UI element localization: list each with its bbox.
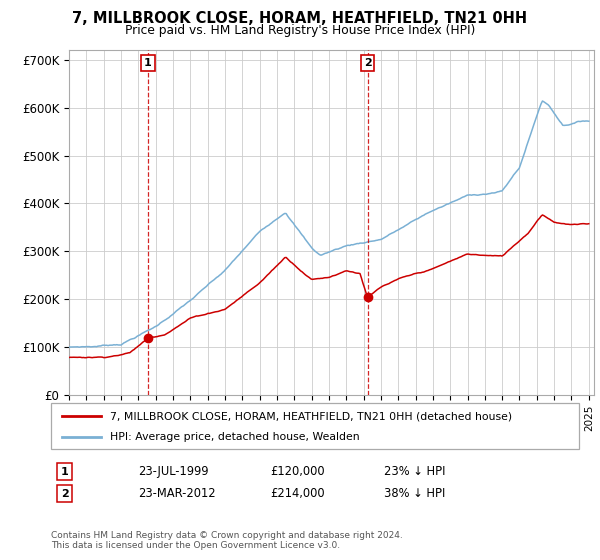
Text: 1: 1 <box>61 466 68 477</box>
Text: HPI: Average price, detached house, Wealden: HPI: Average price, detached house, Weal… <box>110 432 359 442</box>
Text: 2: 2 <box>61 489 68 499</box>
Text: £214,000: £214,000 <box>270 487 325 501</box>
Text: 1: 1 <box>144 58 152 68</box>
Text: 7, MILLBROOK CLOSE, HORAM, HEATHFIELD, TN21 0HH (detached house): 7, MILLBROOK CLOSE, HORAM, HEATHFIELD, T… <box>110 411 512 421</box>
Text: Price paid vs. HM Land Registry's House Price Index (HPI): Price paid vs. HM Land Registry's House … <box>125 24 475 36</box>
Text: Contains HM Land Registry data © Crown copyright and database right 2024.
This d: Contains HM Land Registry data © Crown c… <box>51 531 403 550</box>
Text: 2: 2 <box>364 58 371 68</box>
Text: 7, MILLBROOK CLOSE, HORAM, HEATHFIELD, TN21 0HH: 7, MILLBROOK CLOSE, HORAM, HEATHFIELD, T… <box>73 11 527 26</box>
Text: £120,000: £120,000 <box>270 465 325 478</box>
Text: 23% ↓ HPI: 23% ↓ HPI <box>384 465 445 478</box>
Text: 38% ↓ HPI: 38% ↓ HPI <box>384 487 445 501</box>
Text: 23-MAR-2012: 23-MAR-2012 <box>138 487 215 501</box>
Text: 23-JUL-1999: 23-JUL-1999 <box>138 465 209 478</box>
